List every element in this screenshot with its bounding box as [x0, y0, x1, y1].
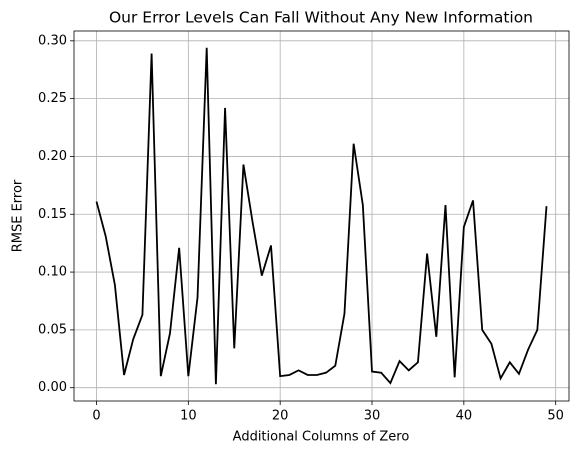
x-tick-label: 50	[547, 409, 564, 424]
y-tick-label: 0.30	[38, 33, 67, 48]
x-tick-label: 30	[364, 409, 381, 424]
y-tick-label: 0.15	[38, 207, 67, 222]
y-tick-label: 0.05	[38, 322, 67, 337]
x-tick-label: 10	[180, 409, 197, 424]
chart-title: Our Error Levels Can Fall Without Any Ne…	[109, 9, 533, 27]
y-tick-label: 0.10	[38, 265, 67, 280]
y-tick-label: 0.25	[38, 91, 67, 106]
y-tick-label: 0.20	[38, 149, 67, 164]
x-axis-label: Additional Columns of Zero	[233, 430, 410, 445]
y-axis-label: RMSE Error	[11, 179, 26, 252]
data-line	[95, 47, 548, 385]
y-tick-label: 0.00	[38, 380, 67, 395]
x-tick-label: 20	[272, 409, 289, 424]
plot-frame	[73, 30, 570, 402]
x-tick-label: 40	[456, 409, 473, 424]
x-tick-label: 0	[92, 409, 100, 424]
